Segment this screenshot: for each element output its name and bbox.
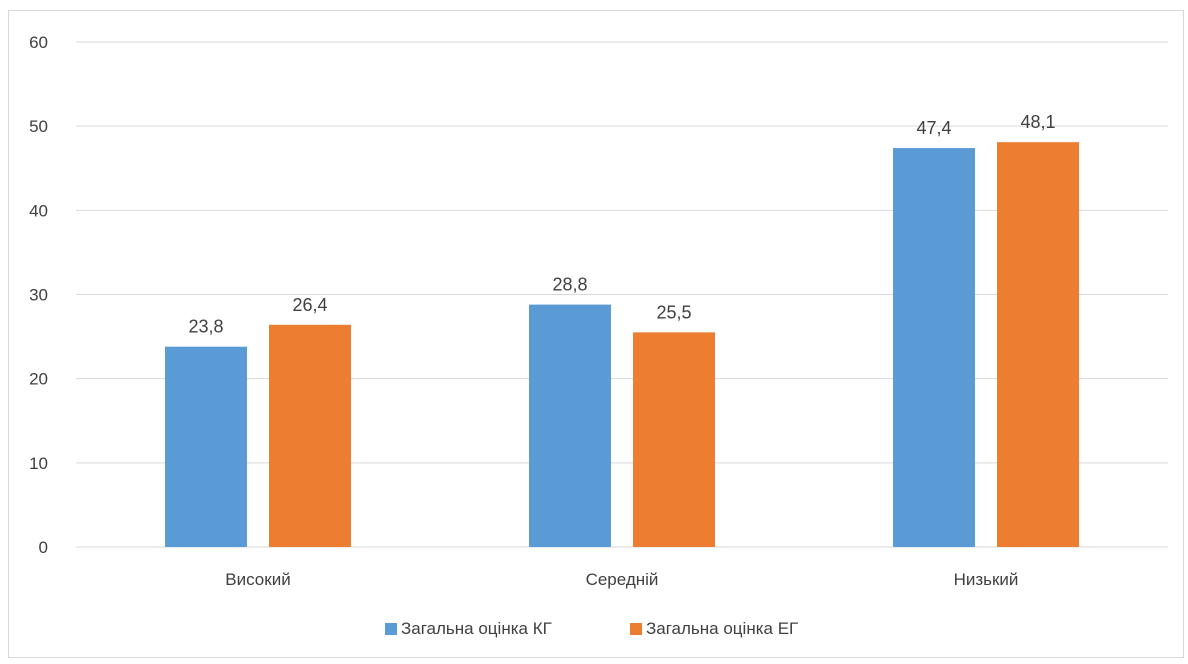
y-axis-ticks: 0 10 20 30 40 50 60 <box>29 33 48 557</box>
y-tick-label: 10 <box>29 454 48 473</box>
data-label: 48,1 <box>1020 112 1055 132</box>
y-tick-label: 50 <box>29 117 48 136</box>
bar-eg <box>997 142 1079 548</box>
data-label: 25,5 <box>656 302 691 322</box>
bar-kg <box>165 346 247 547</box>
x-axis-ticks: Високий Середній Низький <box>225 570 1018 589</box>
y-tick-label: 30 <box>29 286 48 305</box>
legend-swatch <box>630 623 642 635</box>
legend-label: Загальна оцінка КГ <box>401 619 552 638</box>
bar-eg <box>633 332 715 547</box>
x-tick-label: Середній <box>586 570 659 589</box>
x-tick-label: Низький <box>954 570 1019 589</box>
data-label: 47,4 <box>916 118 951 138</box>
data-label: 28,8 <box>552 275 587 295</box>
bar-eg <box>269 324 351 547</box>
y-tick-label: 60 <box>29 33 48 52</box>
bar-kg <box>529 304 611 547</box>
bar-kg <box>893 148 975 548</box>
gridlines <box>76 41 1168 548</box>
legend: Загальна оцінка КГ Загальна оцінка ЕГ <box>385 619 798 638</box>
data-labels: 23,8 26,4 28,8 25,5 47,4 48,1 <box>188 112 1055 337</box>
x-tick-label: Високий <box>225 570 290 589</box>
legend-label: Загальна оцінка ЕГ <box>646 619 798 638</box>
legend-swatch <box>385 623 397 635</box>
data-label: 26,4 <box>292 295 327 315</box>
y-tick-label: 0 <box>39 538 48 557</box>
y-tick-label: 40 <box>29 201 48 220</box>
y-tick-label: 20 <box>29 370 48 389</box>
bars <box>165 142 1079 548</box>
data-label: 23,8 <box>188 317 223 337</box>
